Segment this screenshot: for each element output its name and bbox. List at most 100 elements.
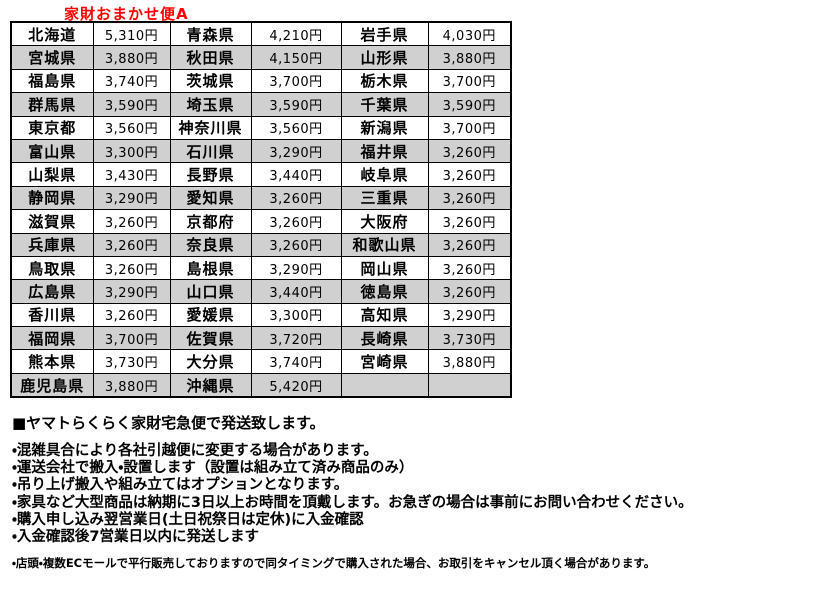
prefecture-cell: 和歌山県 [340,232,429,257]
prefecture-cell: 長崎県 [340,326,429,351]
price-cell: 3,880円 [427,45,512,70]
prefecture-cell: 宮城県 [10,45,94,70]
prefecture-cell: 岩手県 [340,21,429,47]
small-note: ・店頭・複数ECモールで平行販売しておりますので同タイミングで購入された場合、お… [12,556,656,571]
table-row: 群馬県 3,590円 埼玉県 3,590円 千葉県 3,590円 [10,92,512,117]
prefecture-cell: 滋賀県 [10,209,94,234]
fee-table-title: 家財おまかせ便A [64,5,189,23]
price-cell: 4,030円 [427,21,512,47]
price-cell: 3,260円 [92,302,171,328]
price-cell: 3,880円 [92,45,171,70]
price-cell: 3,300円 [250,302,342,328]
prefecture-cell: 群馬県 [10,92,94,117]
price-cell: 3,440円 [250,162,342,187]
price-cell: 3,260円 [427,185,512,211]
price-cell: 3,260円 [427,209,512,234]
table-row: 香川県 3,260円 愛媛県 3,300円 高知県 3,290円 [10,302,512,328]
price-cell: 3,260円 [427,138,512,164]
note-line: ・吊り上げ搬入や組み立てはオプションとなります。 [12,477,349,494]
price-cell: 3,290円 [92,279,171,304]
price-cell: 3,700円 [250,68,342,94]
prefecture-cell: 静岡県 [10,185,94,211]
prefecture-cell: 富山県 [10,138,94,164]
prefecture-cell: 山口県 [169,279,252,304]
prefecture-cell: 香川県 [10,302,94,328]
prefecture-cell: 千葉県 [340,92,429,117]
price-cell: 3,590円 [250,92,342,117]
price-cell: 3,560円 [92,115,171,140]
prefecture-cell: 奈良県 [169,232,252,257]
table-row: 広島県 3,290円 山口県 3,440円 徳島県 3,260円 [10,279,512,304]
note-line: ・運送会社で搬入・設置します（設置は組み立て済み商品のみ） [12,460,414,477]
table-row: 鳥取県 3,260円 島根県 3,290円 岡山県 3,260円 [10,255,512,281]
fee-table-body: 北海道 5,310円 青森県 4,210円 岩手県 4,030円 宮城県 3,880円 秋田県 4… [10,21,512,398]
prefecture-cell: 山梨県 [10,162,94,187]
prefecture-cell: 青森県 [169,21,252,47]
table-row: 北海道 5,310円 青森県 4,210円 岩手県 4,030円 [10,21,512,47]
price-cell: 3,440円 [250,279,342,304]
prefecture-cell: 鹿児島県 [10,372,94,398]
price-cell: 3,260円 [427,232,512,257]
shipping-fee-table: 北海道 5,310円 青森県 4,210円 岩手県 4,030円 宮城県 3,880円 秋田県 4… [10,21,512,399]
prefecture-cell: 新潟県 [340,115,429,140]
price-cell: 3,260円 [427,162,512,187]
prefecture-cell: 岐阜県 [340,162,429,187]
prefecture-cell: 福島県 [10,68,94,94]
price-cell: 3,880円 [427,349,512,374]
prefecture-cell: 鳥取県 [10,255,94,281]
price-cell: 3,260円 [427,279,512,304]
price-cell: 3,700円 [427,115,512,140]
price-cell: 3,730円 [427,326,512,351]
price-cell: 3,300円 [92,138,171,164]
price-cell [427,372,512,398]
price-cell: 3,740円 [250,349,342,374]
prefecture-cell: 神奈川県 [169,115,252,140]
table-row: 東京都 3,560円 神奈川県 3,560円 新潟県 3,700円 [10,115,512,140]
price-cell: 3,260円 [92,232,171,257]
prefecture-cell: 山形県 [340,45,429,70]
note-line: ・購入申し込み翌営業日(土日祝祭日は定休)に入金確認 [12,511,364,528]
prefecture-cell: 宮崎県 [340,349,429,374]
price-cell: 3,260円 [250,209,342,234]
prefecture-cell: 愛媛県 [169,302,252,328]
price-cell: 3,880円 [92,372,171,398]
prefecture-cell: 愛知県 [169,185,252,211]
price-cell: 3,740円 [92,68,171,94]
price-cell: 3,260円 [92,209,171,234]
prefecture-cell: 北海道 [10,21,94,47]
prefecture-cell: 兵庫県 [10,232,94,257]
prefecture-cell: 高知県 [340,302,429,328]
price-cell: 3,720円 [250,326,342,351]
prefecture-cell: 岡山県 [340,255,429,281]
price-cell: 3,730円 [92,349,171,374]
table-row: 福島県 3,740円 茨城県 3,700円 栃木県 3,700円 [10,68,512,94]
table-row: 静岡県 3,290円 愛知県 3,260円 三重県 3,260円 [10,185,512,211]
prefecture-cell: 秋田県 [169,45,252,70]
prefecture-cell: 茨城県 [169,68,252,94]
table-row: 鹿児島県 3,880円 沖縄県 5,420円 [10,372,512,398]
prefecture-cell: 沖縄県 [169,372,252,398]
price-cell: 3,260円 [250,185,342,211]
note-line: ・入金確認後7営業日以内に発送します [12,529,260,546]
price-cell: 3,590円 [92,92,171,117]
price-cell: 3,260円 [92,255,171,281]
prefecture-cell: 京都府 [169,209,252,234]
price-cell: 3,430円 [92,162,171,187]
table-row: 富山県 3,300円 石川県 3,290円 福井県 3,260円 [10,138,512,164]
prefecture-cell: 広島県 [10,279,94,304]
price-cell: 3,290円 [427,302,512,328]
note-line: ・混雑具合により各社引越便に変更する場合があります。 [12,443,378,459]
prefecture-cell: 大阪府 [340,209,429,234]
note-line: ・家具など大型商品は納期に3日以上お時間を頂戴します。お急ぎの場合は事前にお問い… [12,494,693,511]
table-row: 滋賀県 3,260円 京都府 3,260円 大阪府 3,260円 [10,209,512,234]
price-cell: 3,290円 [250,255,342,281]
prefecture-cell [340,372,429,398]
prefecture-cell: 三重県 [340,185,429,211]
price-cell: 5,420円 [250,372,342,398]
prefecture-cell: 長野県 [169,162,252,187]
table-row: 兵庫県 3,260円 奈良県 3,260円 和歌山県 3,260円 [10,232,512,257]
prefecture-cell: 徳島県 [340,279,429,304]
price-cell: 4,210円 [250,21,342,47]
table-row: 山梨県 3,430円 長野県 3,440円 岐阜県 3,260円 [10,162,512,187]
